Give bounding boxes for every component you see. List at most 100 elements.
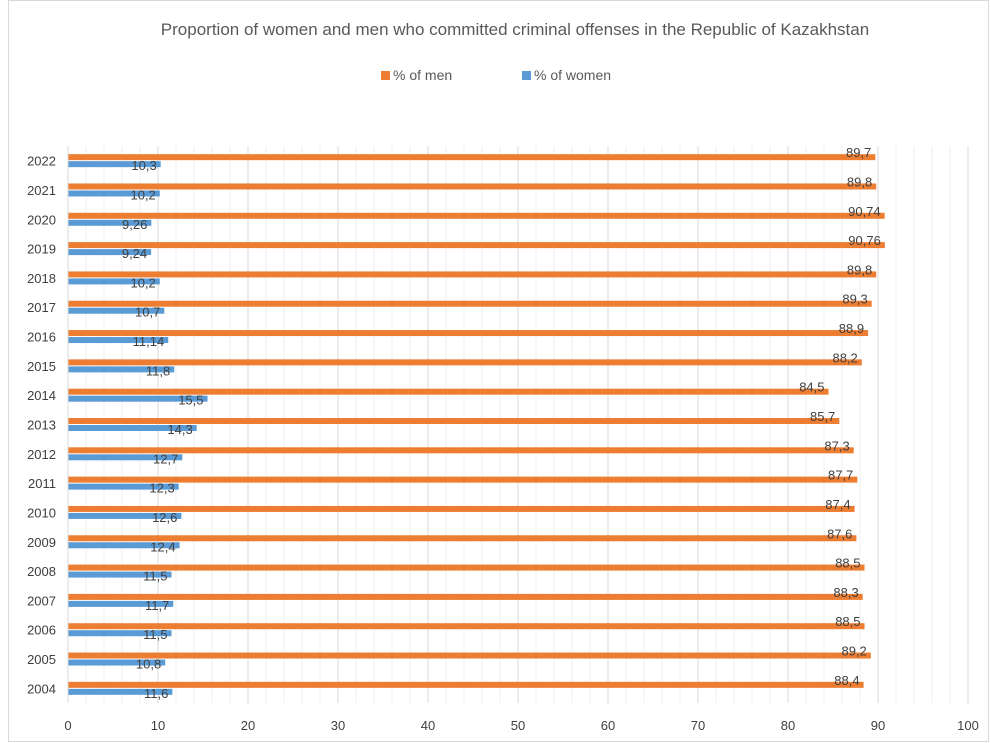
- data-label-men: 87,6: [827, 526, 852, 541]
- data-label-men: 88,3: [833, 585, 858, 600]
- bar-men: [68, 212, 885, 219]
- y-tick-label: 2016: [27, 330, 56, 345]
- y-tick-label: 2008: [27, 564, 56, 579]
- data-label-men: 85,7: [810, 409, 835, 424]
- bar-women: [68, 249, 152, 256]
- y-tick-label: 2018: [27, 271, 56, 286]
- y-tick-label: 2011: [28, 476, 56, 491]
- data-label-women: 15,5: [178, 393, 203, 408]
- x-tick-label: 100: [957, 718, 979, 733]
- bar-men: [68, 271, 877, 278]
- y-tick-label: 2006: [27, 623, 56, 638]
- bar-men: [68, 505, 855, 512]
- y-tick-label: 2017: [27, 300, 56, 315]
- bar-women: [68, 161, 161, 168]
- bar-women: [68, 542, 180, 549]
- bar-women: [68, 307, 165, 314]
- x-tick-label: 90: [871, 718, 885, 733]
- legend-swatch-women: [522, 71, 531, 80]
- x-tick-label: 60: [601, 718, 615, 733]
- data-label-women: 10,2: [130, 275, 155, 290]
- data-label-women: 12,6: [152, 510, 177, 525]
- y-tick-label: 2004: [27, 681, 56, 696]
- y-tick-label: 2020: [27, 212, 56, 227]
- bar-women: [68, 571, 172, 578]
- bar-men: [68, 154, 876, 161]
- bar-men: [68, 564, 865, 571]
- bar-women: [68, 512, 182, 519]
- bar-women: [68, 483, 179, 490]
- data-label-men: 87,7: [828, 468, 853, 483]
- chart-title: Proportion of women and men who committe…: [160, 20, 870, 39]
- data-label-men: 84,5: [799, 380, 824, 395]
- data-label-women: 10,7: [135, 305, 160, 320]
- data-label-men: 88,4: [834, 673, 859, 688]
- bar-men: [68, 183, 877, 190]
- bar-women: [68, 395, 208, 402]
- legend-label-men: % of men: [393, 67, 453, 83]
- bar-men: [68, 330, 869, 337]
- y-tick-label: 2019: [27, 242, 56, 257]
- x-tick-label: 30: [331, 718, 345, 733]
- bar-men: [68, 681, 864, 688]
- bar-men: [68, 447, 854, 454]
- data-label-women: 10,2: [130, 187, 155, 202]
- data-label-women: 12,3: [149, 481, 174, 496]
- y-tick-label: 2013: [27, 418, 56, 433]
- bar-women: [68, 600, 174, 607]
- data-label-women: 12,4: [150, 539, 175, 554]
- data-label-women: 10,8: [136, 657, 161, 672]
- y-tick-label: 2014: [27, 388, 56, 403]
- bar-women: [68, 278, 160, 285]
- bar-men: [68, 593, 863, 600]
- x-tick-label: 70: [691, 718, 705, 733]
- bar-women: [68, 425, 197, 431]
- x-tick-label: 0: [64, 718, 71, 733]
- data-label-men: 89,3: [842, 292, 867, 307]
- data-label-men: 89,8: [847, 262, 872, 277]
- data-label-men: 87,4: [825, 497, 850, 512]
- bar-women: [68, 366, 175, 373]
- y-tick-label: 2022: [27, 154, 56, 169]
- data-label-women: 10,3: [131, 158, 156, 173]
- data-label-men: 88,2: [832, 350, 857, 365]
- legend-swatch-men: [381, 71, 390, 80]
- data-label-men: 87,3: [824, 438, 849, 453]
- data-label-women: 11,8: [146, 363, 170, 378]
- x-tick-label: 10: [151, 718, 165, 733]
- data-label-men: 89,2: [841, 644, 866, 659]
- data-label-men: 90,74: [848, 204, 881, 219]
- bar-men: [68, 418, 840, 424]
- bar-women: [68, 337, 169, 344]
- bar-men: [68, 300, 872, 307]
- bar-women: [68, 454, 183, 461]
- data-label-men: 89,8: [847, 174, 872, 189]
- data-label-men: 88,5: [835, 614, 860, 629]
- data-label-women: 14,3: [167, 422, 192, 437]
- data-label-women: 11,14: [133, 334, 165, 349]
- legend: % of men % of women: [0, 66, 990, 86]
- bar-women: [68, 659, 166, 666]
- y-tick-label: 2005: [27, 652, 56, 667]
- bar-men: [68, 242, 885, 249]
- data-label-women: 11,5: [143, 627, 167, 642]
- x-tick-label: 20: [241, 718, 255, 733]
- bar-men: [68, 359, 862, 366]
- data-label-men: 89,7: [846, 145, 871, 160]
- y-tick-label: 2021: [27, 183, 56, 198]
- data-label-men: 90,76: [848, 233, 881, 248]
- data-label-women: 9,24: [122, 246, 147, 261]
- bar-men: [68, 388, 829, 395]
- data-label-women: 11,6: [144, 686, 168, 701]
- bar-women: [68, 630, 172, 637]
- data-label-men: 88,9: [839, 321, 864, 336]
- y-tick-label: 2012: [27, 447, 56, 462]
- y-tick-label: 2015: [27, 359, 56, 374]
- legend-label-women: % of women: [534, 67, 612, 83]
- bar-men: [68, 476, 858, 483]
- y-tick-label: 2010: [27, 505, 56, 520]
- bar-women: [68, 190, 160, 197]
- y-tick-label: 2009: [27, 535, 56, 550]
- x-tick-label: 50: [511, 718, 525, 733]
- bar-women: [68, 219, 152, 226]
